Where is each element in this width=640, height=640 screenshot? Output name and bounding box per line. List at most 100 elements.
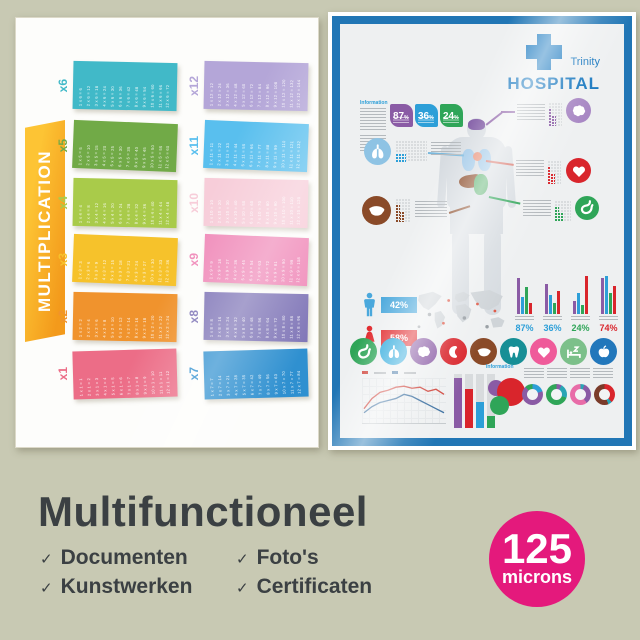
pixel-chart-heart: [547, 160, 561, 184]
tooth-icon: [500, 338, 527, 365]
multiplication-fact: 6 x 11 = 66: [247, 143, 254, 167]
multiplication-fact: 10 x 10 = 100: [280, 196, 286, 225]
multiplication-fact: 5 x 4 = 20: [109, 202, 115, 224]
multiplication-fact: 2 x 6 = 12: [85, 85, 91, 107]
world-map: [412, 288, 508, 339]
liver-icon: [470, 338, 497, 365]
multiplication-fact: 7 x 6 = 42: [125, 86, 131, 108]
organ-brain: [468, 119, 485, 130]
callout-text-lungs: [431, 142, 461, 156]
multiplication-fact: 5 x 5 = 25: [108, 145, 115, 167]
multiplication-title-banner: MULTIPLICATION: [25, 120, 65, 342]
multiplication-fact: 7 x 12 = 84: [256, 83, 262, 108]
multiplication-fact: 3 x 7 = 21: [224, 375, 231, 396]
checklist-label: Foto's: [256, 546, 319, 569]
table-label: x10: [187, 192, 201, 214]
multiplication-fact: 7 x 11 = 77: [255, 144, 262, 168]
multiplication-fact: 1 x 6 = 6: [77, 87, 83, 107]
multiplication-fact: 5 x 7 = 35: [240, 374, 247, 396]
multiplication-fact: 3 x 2 = 6: [93, 319, 99, 338]
multiplication-fact: 12 x 2 = 24: [165, 315, 171, 339]
checklist-label: Certificaten: [256, 575, 373, 598]
donut-chart: [546, 384, 567, 405]
heart-icon: [566, 158, 591, 183]
callout-line-brain: [485, 111, 503, 126]
multiplication-title: MULTIPLICATION: [35, 149, 54, 312]
multiplication-fact: 5 x 11 = 55: [239, 143, 246, 167]
multiplication-fact: 7 x 7 = 49: [256, 374, 263, 395]
callout-text-heart: [516, 160, 544, 178]
hospital-infographic-poster: Trinity HOSPITAL Information 87%36%24%: [328, 12, 636, 450]
bar-track: [454, 374, 462, 428]
multiplication-fact: 12 x 3 = 36: [164, 259, 171, 283]
male-stat: 42%: [362, 292, 418, 318]
check-icon: ✓: [40, 551, 53, 568]
multiplication-fact: 11 x 12 = 132: [288, 79, 294, 108]
multiplication-fact: 8 x 2 = 16: [133, 317, 139, 339]
table-label: x2: [56, 310, 70, 324]
multiplication-fact: 4 x 8 = 32: [232, 316, 238, 338]
table-label: x11: [187, 136, 201, 156]
information-heading: Information: [486, 364, 514, 370]
stat-bar-label: 36%: [543, 323, 562, 333]
multiplication-fact: 1 x 7 = 7: [209, 378, 215, 397]
donut-chart: [594, 384, 615, 405]
multiplication-fact: 9 x 10 = 90: [272, 201, 278, 225]
multiplication-fact: 1 x 3 = 3: [77, 260, 83, 280]
thickness-value: 125: [501, 524, 573, 572]
check-icon: ✓: [236, 580, 249, 597]
multiplication-fact: 8 x 7 = 56: [264, 373, 271, 395]
bubble-green: [490, 396, 509, 415]
multiplication-fact: 5 x 10 = 50: [240, 200, 246, 224]
donut-chart: [522, 384, 543, 405]
multiplication-fact: 10 x 2 = 20: [149, 315, 155, 339]
table-label: x9: [187, 253, 201, 267]
multiplication-fact: 9 x 3 = 27: [140, 260, 147, 282]
multiplication-fact: 1 x 4 = 4: [77, 204, 83, 224]
callout-text-brain: [517, 104, 545, 120]
bar-track: [476, 374, 484, 428]
multiplication-fact: 4 x 5 = 20: [101, 145, 107, 167]
checklist-item: ✓ Certificaten: [236, 575, 372, 599]
heart-icon: [530, 338, 557, 365]
pixel-chart-liver: [395, 198, 411, 222]
organ-heart: [473, 152, 482, 161]
lungs-icon: [364, 138, 391, 165]
multiplication-fact: 8 x 6 = 48: [133, 86, 139, 108]
checklist-item: ✓ Kunstwerken: [40, 575, 236, 599]
multiplication-fact: 1 x 2 = 2: [77, 318, 83, 338]
stat-bar-group: 74%: [598, 276, 619, 333]
liver-icon: [362, 196, 391, 225]
multiplication-fact: 10 x 9 = 90: [279, 258, 286, 283]
checklist-label: Kunstwerken: [60, 575, 193, 598]
multiplication-fact: 11 x 4 = 44: [157, 201, 163, 225]
multiplication-fact: 10 x 8 = 80: [280, 315, 286, 339]
times-table-x11: x11 1 x 11 = 11 2 x 11 = 22 3 x 11 = 33 4 x …: [187, 119, 309, 173]
stat-bar-label: 74%: [599, 323, 618, 333]
health-icon-row: [350, 338, 617, 365]
multiplication-fact: 8 x 5 = 40: [132, 146, 139, 168]
callout-text-stomach: [523, 200, 551, 216]
multiplication-fact: 6 x 1 = 6: [117, 376, 124, 396]
multiplication-fact: 2 x 3 = 6: [85, 261, 91, 280]
multiplication-fact: 10 x 12 = 120: [280, 79, 286, 108]
thickness-unit: microns: [501, 567, 573, 588]
multiplication-fact: 3 x 1 = 3: [93, 377, 100, 396]
hospital-brand-top: Trinity: [570, 56, 600, 68]
table-label: x7: [187, 367, 201, 381]
multiplication-fact: 2 x 9 = 18: [216, 258, 222, 280]
multiplication-fact: 3 x 9 = 27: [224, 259, 230, 280]
checklist-item: ✓ Documenten: [40, 546, 236, 570]
callout-text-liver: [415, 201, 447, 217]
multiplication-fact: 4 x 12 = 48: [232, 83, 238, 107]
multiplication-fact: 5 x 3 = 15: [108, 259, 115, 281]
multiplication-fact: 11 x 2 = 22: [157, 315, 163, 339]
multiplication-fact: 8 x 12 = 96: [264, 83, 270, 108]
multiplication-fact: 2 x 11 = 22: [216, 142, 223, 166]
